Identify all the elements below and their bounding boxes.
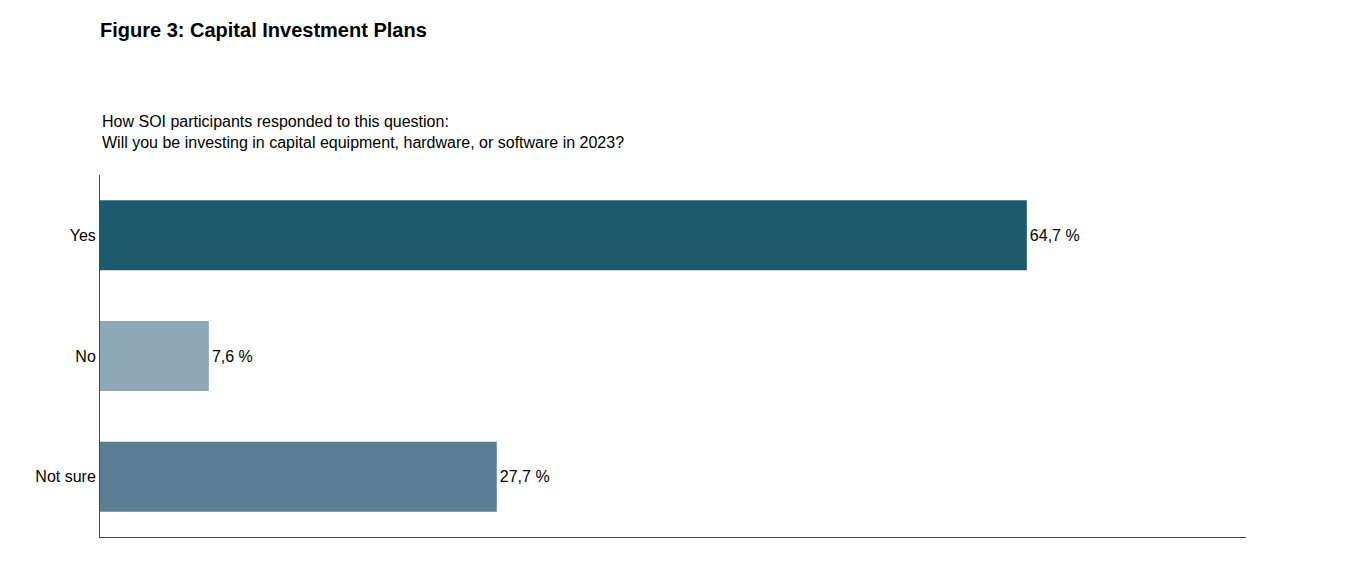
svg-text:7,6 %: 7,6 %: [212, 348, 253, 365]
svg-text:Yes: Yes: [70, 227, 96, 244]
svg-text:27,7 %: 27,7 %: [500, 468, 550, 485]
svg-text:How SOI participants responded: How SOI participants responded to this q…: [102, 113, 624, 151]
svg-text:Figure 3: Capital Investment P: Figure 3: Capital Investment Plans: [100, 19, 427, 41]
svg-text:Not sure: Not sure: [35, 468, 96, 485]
svg-text:64,7 %: 64,7 %: [1030, 227, 1080, 244]
svg-text:No: No: [75, 348, 96, 365]
